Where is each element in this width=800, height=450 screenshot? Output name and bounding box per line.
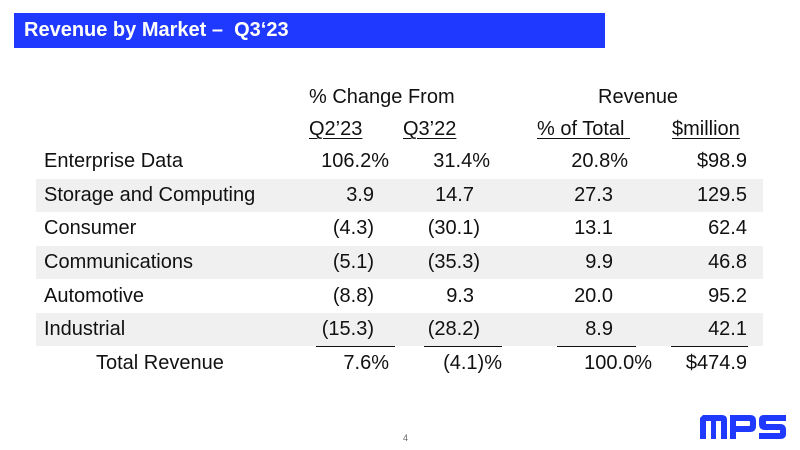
row-label: Consumer [44,217,137,239]
column-header-q2-23: Q2’23 [309,118,363,140]
column-header-q3-22: Q3’22 [403,118,457,140]
cell-q3-change: 14.7 [435,184,474,206]
cell-q3-change: 9.3 [446,285,474,307]
cell-pct-of-total: 9.9 [585,251,613,273]
header-change-from: % Change From [309,86,455,108]
page-number: 4 [403,433,409,443]
row-band [36,179,763,212]
column-header-million: $million [672,118,740,140]
subtotal-rule [671,346,748,347]
header-revenue: Revenue [598,86,679,108]
cell-million: $98.9 [696,150,747,172]
cell-q3-change: (30.1) [427,217,480,239]
cell-q3-change: (28.2) [427,318,480,340]
column-header-pct-of-total: % of Total [537,118,631,140]
subtotal-rule [316,346,395,347]
total-q2-change: 7.6% [343,352,389,374]
cell-pct-of-total: 20.0 [574,285,613,307]
cell-pct-of-total: 8.9 [585,318,613,340]
cell-pct-of-total: 20.8% [571,150,628,172]
cell-million: 62.4 [708,217,747,239]
total-million: $474.9 [685,352,747,374]
cell-q3-change: (35.3) [427,251,480,273]
cell-million: 46.8 [708,251,747,273]
row-label: Automotive [44,285,145,307]
row-band [36,313,763,346]
cell-q2-change: (8.8) [332,285,374,307]
total-pct-of-total: 100.0% [584,352,652,374]
row-label: Communications [44,251,193,273]
row-band [36,246,763,279]
total-q3-change: (4.1)% [443,352,502,374]
cell-million: 42.1 [708,318,747,340]
total-label: Total Revenue [96,352,224,374]
title-bar: Revenue by Market – Q3‘23 [14,13,605,48]
cell-q2-change: 3.9 [346,184,374,206]
cell-pct-of-total: 13.1 [574,217,613,239]
cell-q2-change: (4.3) [332,217,374,239]
slide-title: Revenue by Market – Q3‘23 [24,19,289,41]
row-label: Storage and Computing [44,184,256,206]
cell-q2-change: (5.1) [332,251,374,273]
row-label: Enterprise Data [44,150,183,172]
cell-million: 129.5 [696,184,747,206]
row-label: Industrial [44,318,126,340]
mps-logo [700,415,786,439]
cell-q2-change: 106.2% [321,150,389,172]
cell-q3-change: 31.4% [433,150,490,172]
subtotal-rule [424,346,502,347]
cell-pct-of-total: 27.3 [574,184,613,206]
cell-q2-change: (15.3) [321,318,374,340]
cell-million: 95.2 [708,285,747,307]
subtotal-rule [557,346,636,347]
